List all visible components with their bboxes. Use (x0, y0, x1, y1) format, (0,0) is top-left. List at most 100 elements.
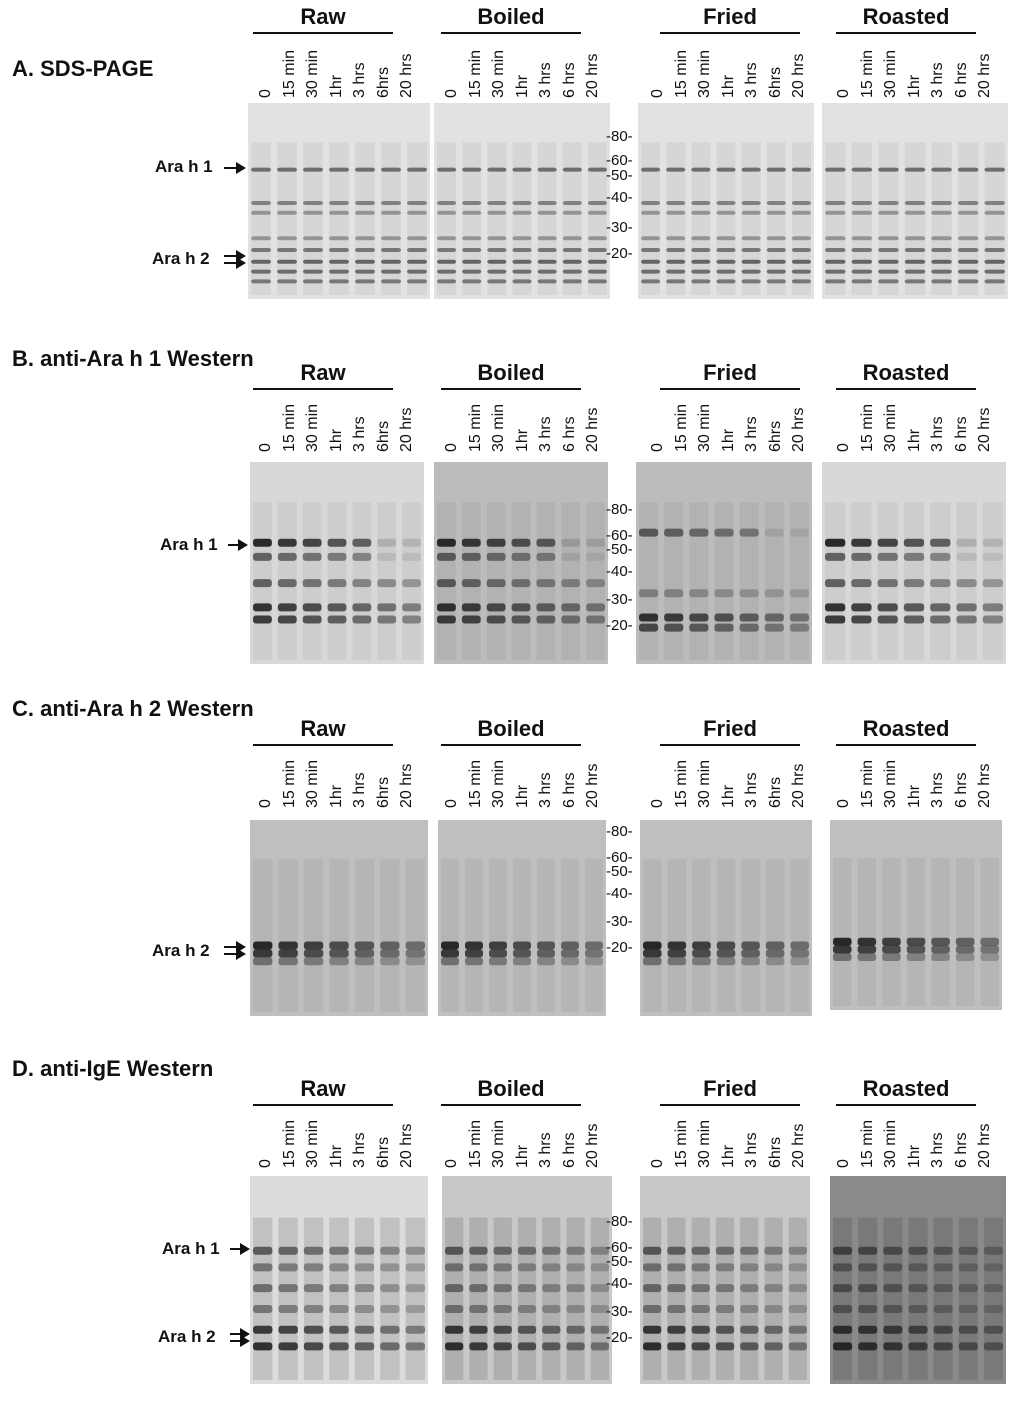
mw-marker: -80- (606, 1213, 633, 1230)
lane-label: 20 hrs (790, 53, 807, 98)
blot-fried (640, 820, 812, 1016)
lane-label: 30 min (882, 403, 899, 452)
lane-label: 1hr (327, 1144, 345, 1168)
lane-label: 15 min (858, 403, 876, 452)
group-title: Fried (703, 716, 757, 741)
mw-marker: -50- (606, 863, 633, 880)
group-title: Fried (703, 1076, 757, 1101)
lane-label: 0 (443, 443, 460, 452)
group-underline (660, 1104, 800, 1106)
lane-label: 3 hrs (929, 62, 946, 98)
protein-label-ara-h2: Ara h 2 (158, 1327, 216, 1346)
lane-label: 6 hrs (560, 62, 578, 98)
lane-label: 15 min (858, 1119, 876, 1168)
lane-label: 0 (649, 89, 666, 98)
lane-label: 0 (835, 1159, 852, 1168)
group-underline (441, 32, 581, 34)
group-title: Raw (300, 716, 346, 741)
lane-label: 0 (443, 799, 460, 808)
group-title: Fried (703, 360, 757, 385)
lane-label: 20 hrs (976, 763, 993, 808)
blot-roasted (822, 103, 1008, 299)
lane-label: 1hr (327, 74, 345, 98)
lane-label: 30 min (882, 1119, 899, 1168)
lane-label: 30 min (696, 759, 713, 808)
lane-label: 0 (835, 89, 852, 98)
lane-label: 3 hrs (537, 772, 554, 808)
lane-label: 3 hrs (929, 416, 946, 452)
lane-label: 6hrs (766, 1136, 784, 1168)
lane-label: 20 hrs (976, 1123, 993, 1168)
lane-label: 0 (443, 89, 460, 98)
lane-label: 15 min (672, 759, 690, 808)
lane-label: 30 min (304, 49, 321, 98)
lane-label: 15 min (280, 759, 298, 808)
mw-marker: -60- (606, 849, 633, 866)
protein-label-ara-h1: Ara h 1 (155, 157, 213, 176)
lane-label: 20 hrs (790, 407, 807, 452)
lane-label: 15 min (466, 49, 484, 98)
lane-label: 20 hrs (584, 763, 601, 808)
lane-label: 3 hrs (743, 772, 760, 808)
lane-label: 3 hrs (351, 772, 368, 808)
blot-roasted (830, 820, 1002, 1010)
group-underline (253, 388, 393, 390)
blot-fried (636, 462, 812, 664)
panel-title: B. anti-Ara h 1 Western (12, 346, 254, 371)
lane-label: 30 min (882, 759, 899, 808)
lane-label: 3 hrs (743, 416, 760, 452)
lane-label: 1hr (513, 428, 531, 452)
lane-label: 6 hrs (560, 416, 578, 452)
arrow-icon (224, 162, 246, 174)
mw-marker: -50- (606, 541, 633, 558)
lane-label: 0 (835, 799, 852, 808)
lane-label: 6 hrs (560, 772, 578, 808)
lane-label: 30 min (304, 403, 321, 452)
group-underline (836, 32, 976, 34)
lane-label: 30 min (882, 49, 899, 98)
lane-label: 30 min (490, 759, 507, 808)
lane-label: 1hr (513, 784, 531, 808)
lane-label: 6 hrs (560, 1132, 578, 1168)
lane-label: 3 hrs (351, 62, 368, 98)
lane-label: 6hrs (766, 776, 784, 808)
lane-label: 30 min (304, 1119, 321, 1168)
group-underline (836, 744, 976, 746)
group-underline (253, 32, 393, 34)
lane-label: 15 min (466, 759, 484, 808)
group-title: Roasted (862, 360, 950, 385)
lane-label: 6 hrs (952, 1132, 970, 1168)
arrow-icon (228, 539, 248, 551)
blot-raw (248, 103, 430, 299)
blot-boiled (434, 103, 610, 299)
mw-marker: -20- (606, 617, 633, 634)
lane-label: 3 hrs (351, 416, 368, 452)
mw-marker: -60- (606, 1239, 633, 1256)
lane-label: 15 min (280, 49, 298, 98)
lane-label: 3 hrs (743, 62, 760, 98)
lane-label: 30 min (304, 759, 321, 808)
panel-c: C. anti-Ara h 2 Western Raw Boiled Fried… (0, 690, 1024, 1020)
lane-label: 1hr (905, 784, 923, 808)
lane-label: 3 hrs (929, 1132, 946, 1168)
lane-label: 0 (649, 1159, 666, 1168)
lane-label: 20 hrs (584, 1123, 601, 1168)
group-title: Boiled (477, 716, 545, 741)
group-title: Fried (703, 4, 757, 29)
lane-label: 30 min (490, 403, 507, 452)
blot-fried (638, 103, 814, 299)
group-underline (660, 388, 800, 390)
lane-label: 15 min (466, 403, 484, 452)
blot-roasted (830, 1176, 1006, 1384)
lane-label: 15 min (858, 49, 876, 98)
lane-label: 1hr (719, 1144, 737, 1168)
mw-marker: -30- (606, 591, 633, 608)
lane-label: 3 hrs (929, 772, 946, 808)
lane-label: 15 min (672, 1119, 690, 1168)
lane-label: 15 min (280, 403, 298, 452)
lane-label: 20 hrs (398, 1123, 415, 1168)
lane-label: 3 hrs (537, 416, 554, 452)
blot-boiled (438, 820, 606, 1016)
group-title: Roasted (862, 1076, 950, 1101)
lane-label: 6 hrs (952, 416, 970, 452)
